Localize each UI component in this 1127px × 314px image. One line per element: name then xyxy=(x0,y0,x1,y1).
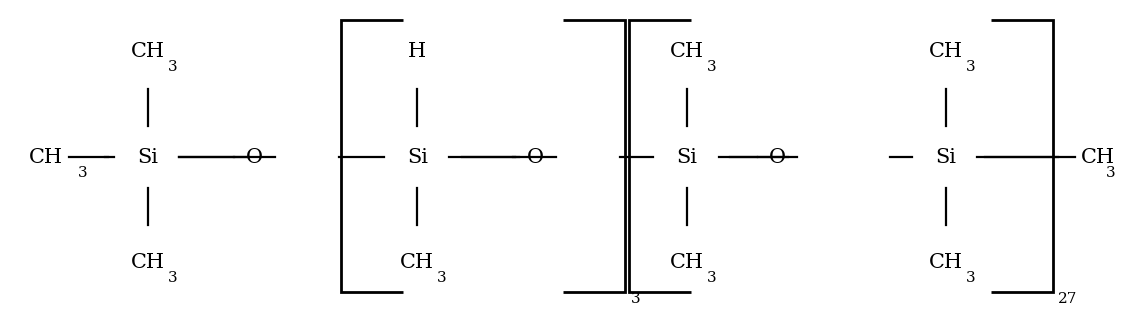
Text: 27: 27 xyxy=(1058,292,1077,306)
Text: CH: CH xyxy=(29,148,63,166)
Text: 3: 3 xyxy=(707,60,717,74)
Text: Si: Si xyxy=(676,148,698,166)
Text: Si: Si xyxy=(407,148,428,166)
Text: CH: CH xyxy=(671,42,704,61)
Text: Si: Si xyxy=(935,148,956,166)
Text: CH: CH xyxy=(929,42,962,61)
Text: 3: 3 xyxy=(168,271,177,285)
Text: 3: 3 xyxy=(168,60,177,74)
Text: O: O xyxy=(246,148,263,166)
Text: CH: CH xyxy=(1081,148,1115,166)
Text: CH: CH xyxy=(131,42,165,61)
Text: CH: CH xyxy=(671,253,704,272)
Text: CH: CH xyxy=(400,253,434,272)
Text: O: O xyxy=(769,148,786,166)
Text: 3: 3 xyxy=(1106,165,1115,180)
Text: 3: 3 xyxy=(966,60,975,74)
Text: CH: CH xyxy=(131,253,165,272)
Text: CH: CH xyxy=(929,253,962,272)
Text: 3: 3 xyxy=(707,271,717,285)
Text: 3: 3 xyxy=(966,271,975,285)
Text: O: O xyxy=(527,148,544,166)
Text: Si: Si xyxy=(137,148,158,166)
Text: 3: 3 xyxy=(437,271,447,285)
Text: H: H xyxy=(408,42,426,61)
Text: 3: 3 xyxy=(631,292,640,306)
Text: 3: 3 xyxy=(79,165,88,180)
